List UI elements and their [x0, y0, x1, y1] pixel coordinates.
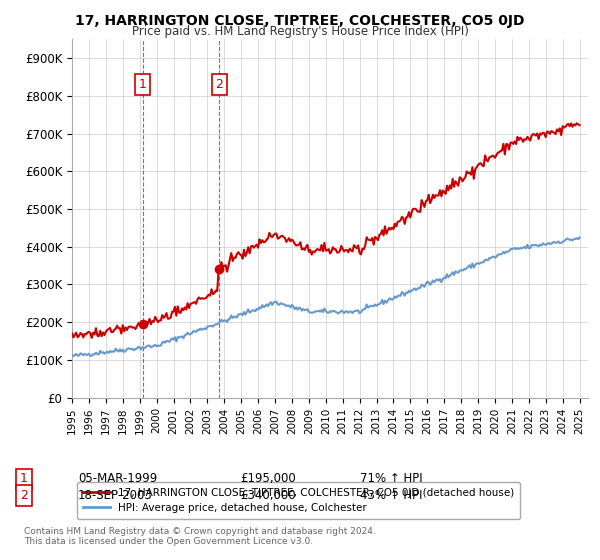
Text: £195,000: £195,000: [240, 472, 296, 486]
Text: £340,000: £340,000: [240, 489, 296, 502]
Text: 05-MAR-1999: 05-MAR-1999: [78, 472, 157, 486]
Text: Contains HM Land Registry data © Crown copyright and database right 2024.
This d: Contains HM Land Registry data © Crown c…: [24, 526, 376, 546]
Text: 43% ↑ HPI: 43% ↑ HPI: [360, 489, 422, 502]
Legend: 17, HARRINGTON CLOSE, TIPTREE, COLCHESTER, CO5 0JD (detached house), HPI: Averag: 17, HARRINGTON CLOSE, TIPTREE, COLCHESTE…: [77, 482, 520, 519]
Text: 17, HARRINGTON CLOSE, TIPTREE, COLCHESTER, CO5 0JD: 17, HARRINGTON CLOSE, TIPTREE, COLCHESTE…: [75, 14, 525, 28]
Text: Price paid vs. HM Land Registry's House Price Index (HPI): Price paid vs. HM Land Registry's House …: [131, 25, 469, 38]
Text: 18-SEP-2003: 18-SEP-2003: [78, 489, 153, 502]
Text: 1: 1: [139, 78, 146, 91]
Text: 2: 2: [20, 489, 28, 502]
Text: 1: 1: [20, 472, 28, 486]
Text: 71% ↑ HPI: 71% ↑ HPI: [360, 472, 422, 486]
Text: 2: 2: [215, 78, 223, 91]
